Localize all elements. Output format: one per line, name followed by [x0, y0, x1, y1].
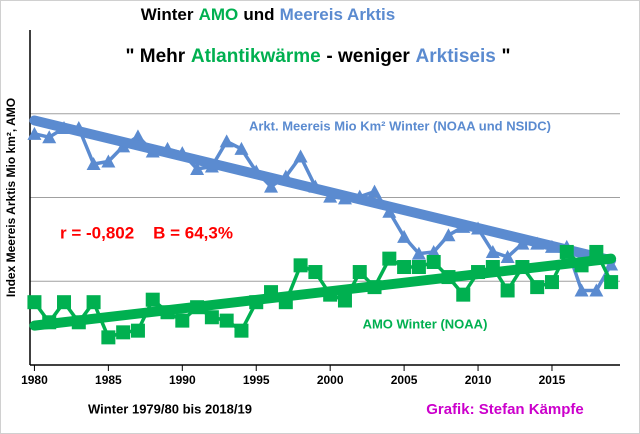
series-line: [33, 250, 613, 340]
legend-label: AMO Winter (NOAA): [363, 316, 488, 331]
marker: [101, 330, 116, 345]
marker: [130, 129, 145, 143]
marker: [411, 246, 426, 260]
x-tick-label: 1990: [169, 373, 196, 387]
marker: [264, 179, 279, 193]
marker: [352, 265, 367, 280]
marker: [559, 244, 574, 259]
marker: [57, 295, 72, 310]
x-tick-label: 1980: [21, 373, 48, 387]
marker: [27, 126, 42, 140]
marker: [145, 292, 160, 307]
chart-title-part: Winter: [141, 5, 194, 24]
marker: [234, 141, 249, 155]
marker: [397, 229, 412, 243]
marker: [27, 295, 42, 310]
marker: [485, 244, 500, 258]
x-tick-label: 2000: [317, 373, 344, 387]
marker: [293, 149, 308, 163]
marker: [530, 280, 545, 295]
marker: [397, 260, 412, 275]
marker: [86, 295, 101, 310]
marker: [604, 275, 619, 290]
marker: [190, 162, 205, 176]
y-axis-label: Index Meereis Arktis Mio km², AMO: [4, 98, 18, 297]
marker: [500, 249, 515, 263]
chart-title-part: und: [243, 5, 274, 24]
chart-title-part: Meereis Arktis: [280, 5, 396, 24]
marker: [411, 260, 426, 275]
marker: [500, 283, 515, 298]
marker: [308, 265, 323, 280]
footer-left: Winter 1979/80 bis 2018/19: [88, 401, 252, 416]
chart-title-part: AMO: [199, 5, 239, 24]
x-tick-label: 1985: [95, 373, 122, 387]
annotation: r = -0,802 B = 64,3%: [60, 223, 233, 242]
chart-subtitle-part: " Mehr: [125, 46, 185, 67]
chart-subtitle-part: Arktiseis: [416, 46, 496, 67]
x-tick-label: 2005: [391, 373, 418, 387]
marker: [426, 254, 441, 269]
marker: [101, 154, 116, 168]
marker: [293, 258, 308, 273]
chart-subtitle-part: ": [502, 46, 511, 67]
x-tick-label: 2010: [465, 373, 492, 387]
marker: [574, 283, 589, 297]
chart-subtitle-part: - weniger: [326, 46, 410, 67]
marker: [204, 310, 219, 325]
marker: [382, 251, 397, 266]
marker: [219, 134, 234, 148]
footer-right: Grafik: Stefan Kämpfe: [426, 401, 584, 418]
trend-line: [29, 253, 617, 331]
marker: [544, 275, 559, 290]
marker: [441, 228, 456, 242]
marker: [367, 184, 382, 198]
trend-line: [29, 115, 617, 266]
marker: [589, 283, 604, 297]
marker: [175, 313, 190, 328]
marker: [219, 313, 234, 328]
chart-title: Winter AMO und Meereis Arktis: [141, 5, 395, 24]
chart-subtitle: " Mehr Atlantikwärme - weniger Arktiseis ": [125, 46, 510, 67]
marker: [456, 287, 471, 302]
marker: [86, 157, 101, 170]
marker: [234, 323, 249, 338]
marker: [130, 323, 145, 338]
marker: [42, 130, 57, 144]
legend-label: Arkt. Meereis Mio Km² Winter (NOAA und N…: [249, 118, 551, 133]
x-tick-label: 2015: [539, 373, 566, 387]
x-tick-label: 1995: [243, 373, 270, 387]
marker: [426, 244, 441, 258]
marker: [337, 293, 352, 308]
marker: [116, 325, 131, 340]
chart-subtitle-part: Atlantikwärme: [191, 46, 321, 67]
